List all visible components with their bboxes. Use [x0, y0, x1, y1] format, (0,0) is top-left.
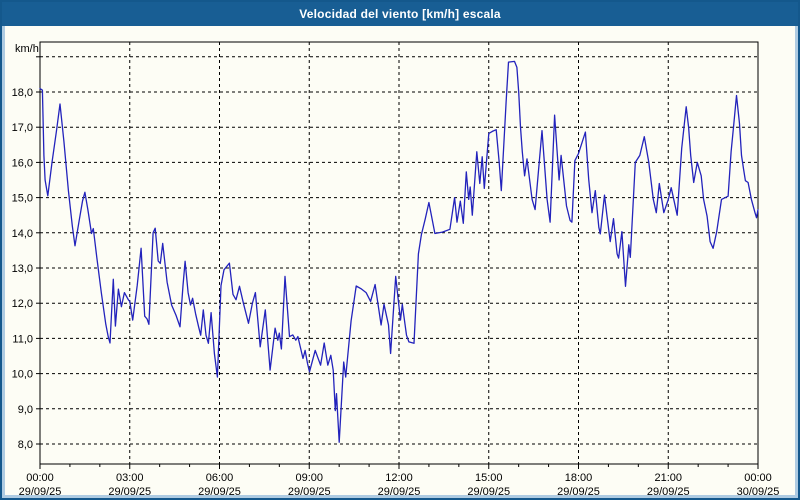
chart-title: Velocidad del viento [km/h] escala	[299, 7, 501, 21]
y-axis-unit-label: km/h	[15, 43, 39, 55]
chart-frame: km/h 8,0 9,0 10,0 11,0 12,0 13,0 14,0 15,0 16,0 1…	[2, 26, 798, 498]
y-tick-label: 12,0	[12, 298, 33, 310]
plot-border	[39, 41, 759, 465]
y-tick-label: 9,0	[18, 404, 33, 416]
x-tick-date-label: 29/09/25	[198, 486, 241, 498]
x-tick-date-label: 29/09/25	[647, 486, 690, 498]
y-tick-label: 13,0	[12, 263, 33, 275]
x-tick-date-label: 29/09/25	[467, 486, 510, 498]
y-tick-label: 18,0	[12, 87, 33, 99]
x-tick-date-label: 30/09/25	[737, 486, 780, 498]
x-tick-time-label: 18:00	[565, 472, 593, 484]
x-tick-date-label: 29/09/25	[557, 486, 600, 498]
y-tick-label: 16,0	[12, 157, 33, 169]
x-tick-date-label: 29/09/25	[19, 486, 62, 498]
chart-title-bar: Velocidad del viento [km/h] escala	[2, 2, 798, 26]
x-tick-date-label: 29/09/25	[378, 486, 421, 498]
x-tick-date-label: 29/09/25	[288, 486, 331, 498]
y-tick-label: 15,0	[12, 193, 33, 205]
x-tick-time-label: 15:00	[475, 472, 503, 484]
x-tick-time-label: 06:00	[206, 472, 234, 484]
x-tick-time-label: 12:00	[385, 472, 413, 484]
y-tick-label: 11,0	[12, 333, 33, 345]
wind-speed-chart: 8,0 9,0 10,0 11,0 12,0 13,0 14,0 15,0 16,0 17,0 18…	[12, 41, 780, 498]
wind-speed-line	[39, 60, 759, 443]
x-tick-time-label: 09:00	[295, 472, 323, 484]
x-tick-time-label: 03:00	[116, 472, 144, 484]
y-tick-label: 17,0	[12, 122, 33, 134]
y-tick-label: 14,0	[12, 228, 33, 240]
x-tick-date-label: 29/09/25	[108, 486, 151, 498]
y-tick-label: 10,0	[12, 369, 33, 381]
y-tick-label: 8,0	[18, 439, 33, 451]
x-tick-time-label: 00:00	[26, 472, 54, 484]
x-tick-time-label: 00:00	[744, 472, 772, 484]
x-tick-time-label: 21:00	[654, 472, 682, 484]
